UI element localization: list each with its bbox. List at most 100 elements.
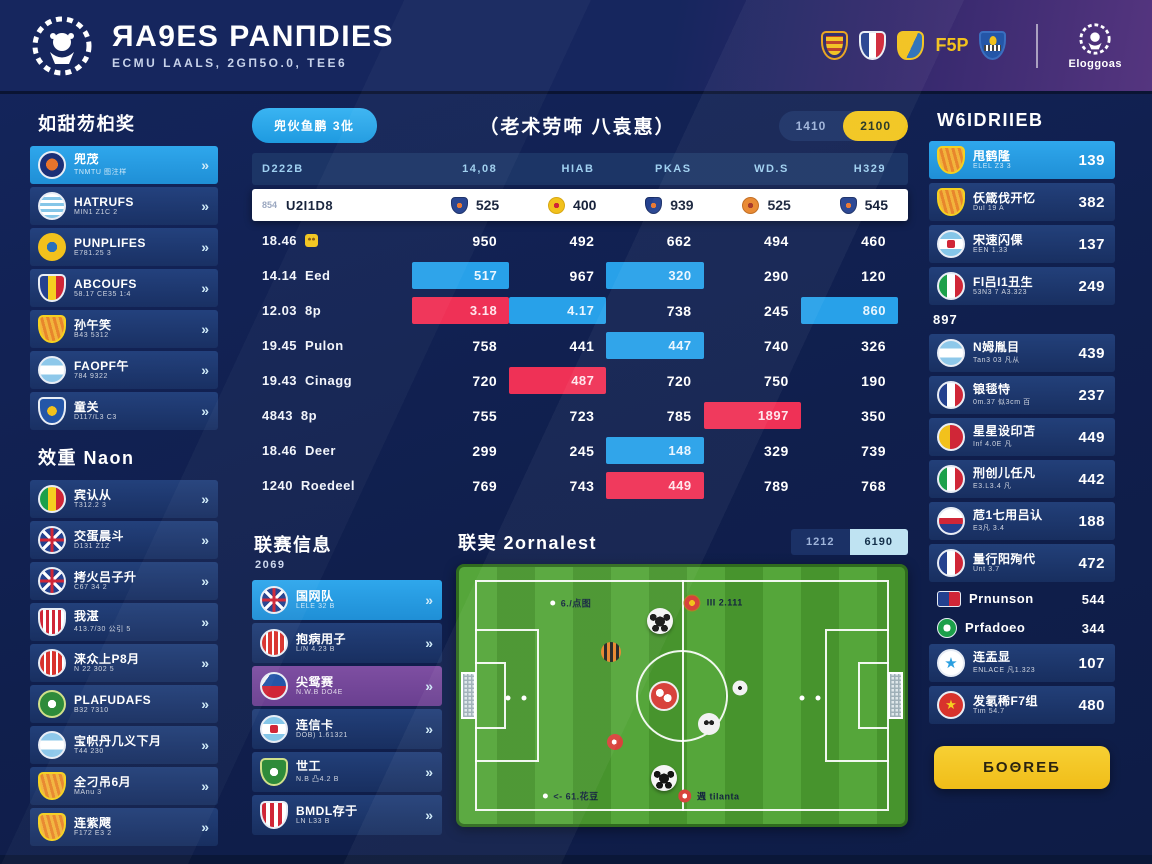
stat-cell: 4.17	[509, 297, 607, 324]
chevron-right-icon: »	[425, 764, 433, 780]
right-stat-item[interactable]: 苊1七用吕认 E3凡 3.4 188	[929, 502, 1115, 540]
item-sublabel: E781.25 3	[74, 250, 112, 258]
stat-cell: 190	[861, 372, 886, 389]
sidebar-item[interactable]: 世工 N.B 凸4.2 B »	[252, 752, 442, 792]
bottom-section: 联赛信息 2069 国网队 LELE 32 B» 抱病用子 L/N 4.23 B» 尖鸳…	[252, 529, 908, 838]
sidebar-item[interactable]: FAOPF午 784 9322 »	[30, 351, 218, 389]
pitch-title: 联実 2ornalest	[458, 533, 598, 553]
sidebar-item[interactable]: 宝帜丹几义下月 T44 230 »	[30, 726, 218, 764]
right-sidebar-title: W6IDRIIEB	[937, 110, 1044, 130]
item-label: 童关	[74, 400, 100, 414]
chevron-right-icon: »	[201, 362, 209, 378]
item-label: 量行阳殉代	[973, 552, 1036, 566]
sidebar-item[interactable]: 兜茂 TNMTU 图注样 »	[30, 146, 218, 184]
right-stat-item[interactable]: 仸箴伐开忆 Dul 19 A 382	[929, 183, 1115, 221]
chevron-right-icon: »	[201, 198, 209, 214]
argentina-flag-icon	[937, 339, 965, 367]
league-info-panel: 联赛信息 2069 国网队 LELE 32 B» 抱病用子 L/N 4.23 B» 尖鸳…	[252, 529, 442, 838]
uk-flag-icon	[38, 526, 66, 554]
chevron-right-icon: »	[201, 778, 209, 794]
sidebar-item[interactable]: BMDL存于 LN L33 B »	[252, 795, 442, 835]
right-stat-item[interactable]: 锒毯恃 0m.37 似3cm 百 237	[929, 376, 1115, 414]
featured-cell: 545	[801, 196, 898, 214]
pitch-toggle-left[interactable]: 1212	[806, 536, 835, 548]
filter-pill-button[interactable]: 兜伙鱼鹏 3仳	[252, 108, 377, 143]
item-sublabel: E3凡 3.4	[973, 524, 1005, 532]
green-badge-icon	[937, 618, 957, 638]
right-stat-item[interactable]: Prfadoeo 344	[929, 615, 1115, 641]
item-label: 交蛋晨斗	[74, 529, 125, 543]
right-stat-item[interactable]: 甩鹤隆 ELEL Z3 3 139	[929, 141, 1115, 179]
chevron-right-icon: »	[425, 807, 433, 823]
sidebar-item[interactable]: 拷火吕子升 C67 34 2 »	[30, 562, 218, 600]
table-toggle-right[interactable]: 2100	[843, 110, 908, 141]
sidebar-item[interactable]: 宾认从 T312.2 3 »	[30, 480, 218, 518]
sidebar-item[interactable]: 连信卡 DOB) 1.61321 »	[252, 709, 442, 749]
item-sublabel: B43 5312	[74, 332, 109, 340]
stat-cell: 750	[763, 372, 789, 389]
right-stat-item[interactable]: 量行阳殉代 Unt 3.7 472	[929, 544, 1115, 582]
right-stat-item[interactable]: 星星设印苫 Inf 4.0E 凡 449	[929, 418, 1115, 456]
table-row[interactable]: 12.03 8p 3.18 4.17 738 245 860	[252, 293, 908, 328]
sidebar-item[interactable]: 交蛋晨斗 D131 Z1Z »	[30, 521, 218, 559]
lightblue-stripe-circle-icon	[38, 192, 66, 220]
stat-value: 249	[1078, 277, 1105, 295]
sidebar-item[interactable]: HATRUFS MIN1 Z1C 2 »	[30, 187, 218, 225]
header-divider	[1036, 23, 1039, 68]
yellow-ball-icon	[548, 196, 566, 214]
sidebar-item[interactable]: 涞众上P8月 N 22 302 5 »	[30, 644, 218, 682]
right-stat-item[interactable]: 宋速闪倮 EEN 1.33 137	[929, 225, 1115, 263]
pitch-label: 6./点图	[560, 598, 592, 609]
sidebar-item[interactable]: PLAFUDAFS B32 7310 »	[30, 685, 218, 723]
table-row[interactable]: 4843 8p 755 723 785 1897 350	[252, 398, 908, 433]
sidebar-item[interactable]: 国网队 LELE 32 B »	[252, 580, 442, 620]
sidebar-item[interactable]: 全刁吊6月 MAnu 3 »	[30, 767, 218, 805]
table-row[interactable]: 19.45 Pulon 758 441 447 740 326	[252, 328, 908, 363]
stat-value: 480	[1078, 696, 1105, 714]
table-row[interactable]: 18.46 Deer 299 245 148 329 739	[252, 433, 908, 468]
pitch-toggle-right[interactable]: 6190	[849, 529, 908, 555]
app-subtitle: ECMU LAALS, 2GП5O.0, TEE6	[112, 55, 348, 70]
app-title: ЯA9ES PANΠDIES	[112, 20, 395, 54]
right-stat-item[interactable]: Prnunson 544	[929, 586, 1115, 612]
cta-button[interactable]: БOΘREБ	[934, 746, 1110, 789]
sidebar-item[interactable]: 抱病用子 L/N 4.23 B »	[252, 623, 442, 663]
red-stripe-circle-icon	[260, 629, 288, 657]
blue-shield-yellow-icon	[38, 397, 66, 425]
item-sublabel: ENLACE 凡1.323	[973, 666, 1036, 674]
column-header: HIAB	[561, 163, 595, 175]
item-label: 连盂显	[973, 651, 1011, 665]
sidebar-item[interactable]: ABCOUFS 58.17 CE35 1:4 »	[30, 269, 218, 307]
orange-crest-icon	[38, 772, 66, 800]
item-sublabel: MIN1 Z1C 2	[74, 209, 118, 217]
right-stat-item[interactable]: 刑创儿任凡 E3.L3.4 凡 442	[929, 460, 1115, 498]
item-sublabel: MAnu 3	[74, 789, 102, 797]
sidebar-item[interactable]: PUNPLIFES E781.25 3 »	[30, 228, 218, 266]
uk-flag-icon	[260, 586, 288, 614]
table-featured-row[interactable]: 854 U2I1D8 525 400 939 525 545	[252, 189, 908, 221]
right-stat-item[interactable]: N姆胤目 Tan3 03 凡从 439	[929, 334, 1115, 372]
row-team-name: Pulon	[305, 338, 344, 353]
table-row[interactable]: 18.46 950 492 662 494 460	[252, 223, 908, 258]
item-label: 宝帜丹几义下月	[74, 734, 162, 748]
pitch-toggle: 1212 6190	[791, 529, 908, 555]
sidebar-item[interactable]: 我湛 413.7/30 公引 5 »	[30, 603, 218, 641]
sidebar-item[interactable]: 连紫飕 F172 E3 2 »	[30, 808, 218, 846]
item-sublabel: DOB) 1.61321	[296, 732, 348, 740]
right-stat-item[interactable]: Fl吕I1丑生 53N3 7 A3.323 249	[929, 267, 1115, 305]
stat-value: 237	[1078, 386, 1105, 404]
sidebar-item[interactable]: 尖鸳赛 N.W.B DO4E »	[252, 666, 442, 706]
table-toggle-left[interactable]: 1410	[795, 118, 827, 133]
featured-cell: 525	[412, 196, 509, 214]
item-sublabel: TNMTU 图注样	[74, 168, 127, 176]
sidebar-item[interactable]: 童关 D117/L3 C3 »	[30, 392, 218, 430]
table-row[interactable]: 1240 Roedeel 769 743 449 789 768	[252, 468, 908, 503]
red-ball-marker	[649, 680, 680, 711]
table-row[interactable]: 19.43 Cinagg 720 487 720 750 190	[252, 363, 908, 398]
table-row[interactable]: 14.14 Eed 517 967 320 290 120	[252, 258, 908, 293]
sidebar-item[interactable]: 孙午笑 B43 5312 »	[30, 310, 218, 348]
bottom-edge	[0, 855, 1152, 864]
item-sublabel: C67 34 2	[74, 584, 108, 592]
